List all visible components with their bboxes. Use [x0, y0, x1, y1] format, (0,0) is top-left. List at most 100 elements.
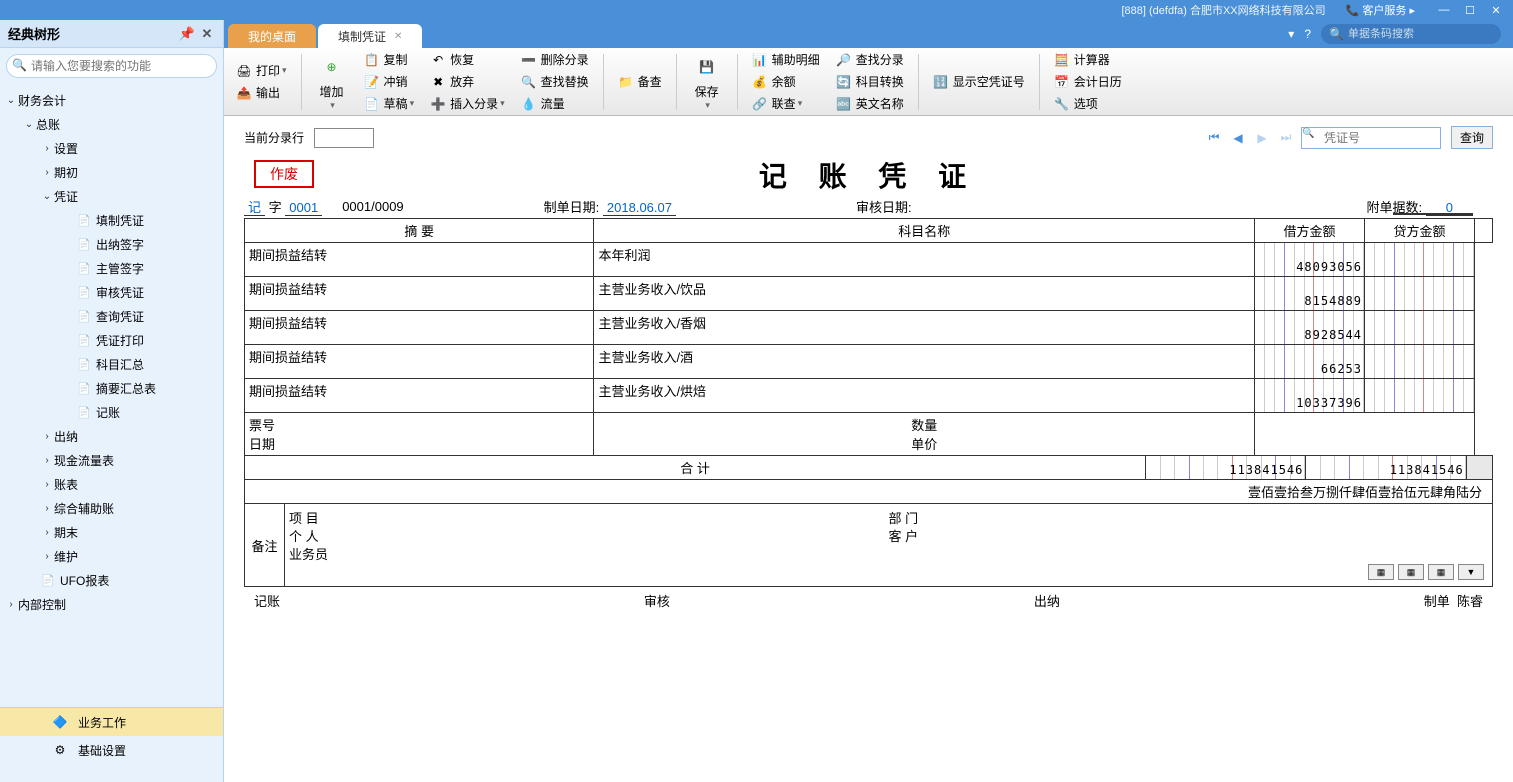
balance-button[interactable]: 💰余额	[746, 72, 826, 92]
voucher-row[interactable]: 期间损益结转主营业务收入/烘焙10337396	[245, 379, 1493, 413]
sidebar-tab-more[interactable]	[0, 764, 223, 782]
scrollbar[interactable]	[1475, 219, 1493, 243]
tree-toggle-icon[interactable]: ⌄	[4, 95, 18, 106]
tree-toggle-icon[interactable]: ›	[40, 479, 54, 490]
insert-entry-button[interactable]: ➕插入分录	[424, 94, 511, 114]
tab-close-icon[interactable]: ✕	[394, 31, 402, 42]
tree-toggle-icon[interactable]: ›	[40, 143, 54, 154]
debit-cell[interactable]: 48093056	[1255, 243, 1365, 277]
tree-node[interactable]: 查询凭证	[0, 304, 223, 328]
tab-voucher[interactable]: 填制凭证 ✕	[318, 24, 422, 48]
save-button[interactable]: 💾 保存	[685, 52, 729, 112]
tree-toggle-icon[interactable]: ›	[40, 167, 54, 178]
tree-node[interactable]: 主管签字	[0, 256, 223, 280]
help-icon[interactable]: ?	[1304, 27, 1311, 41]
credit-cell[interactable]	[1365, 379, 1475, 413]
credit-cell[interactable]	[1365, 277, 1475, 311]
credit-cell[interactable]	[1365, 345, 1475, 379]
footer-btn-1[interactable]: ▦	[1368, 564, 1394, 580]
tree-node[interactable]: 记账	[0, 400, 223, 424]
pin-icon[interactable]: 📌	[179, 26, 195, 42]
delete-entry-button[interactable]: ➖删除分录	[515, 50, 595, 70]
tree-toggle-icon[interactable]: ›	[40, 551, 54, 562]
add-button[interactable]: ⊕ 增加	[310, 52, 354, 112]
tree-node[interactable]: ›内部控制	[0, 592, 223, 616]
sidebar-search-input[interactable]	[6, 54, 217, 78]
backup-button[interactable]: 📁备查	[612, 52, 668, 112]
voucher-row[interactable]: 期间损益结转主营业务收入/酒66253	[245, 345, 1493, 379]
last-icon[interactable]: ⏭	[1277, 129, 1295, 147]
restore-button[interactable]: ↶恢复	[424, 50, 511, 70]
tree-node[interactable]: ›综合辅助账	[0, 496, 223, 520]
tree-node[interactable]: ›设置	[0, 136, 223, 160]
sidebar-tab-business[interactable]: 🔷 业务工作	[0, 708, 223, 736]
assist-detail-button[interactable]: 📊辅助明细	[746, 50, 826, 70]
tree-node[interactable]: 凭证打印	[0, 328, 223, 352]
voucher-row[interactable]: 期间损益结转主营业务收入/饮品8154889	[245, 277, 1493, 311]
find-entry-button[interactable]: 🔎查找分录	[830, 50, 910, 70]
debit-cell[interactable]: 8154889	[1255, 277, 1365, 311]
debit-cell[interactable]: 8928544	[1255, 311, 1365, 345]
voucher-row[interactable]: 期间损益结转主营业务收入/香烟8928544	[245, 311, 1493, 345]
debit-cell[interactable]: 66253	[1255, 345, 1365, 379]
query-button[interactable]: 查询	[1451, 126, 1493, 149]
sidebar-tab-basic[interactable]: ⚙ 基础设置	[0, 736, 223, 764]
account-cell[interactable]: 主营业务收入/香烟	[594, 311, 1255, 345]
first-icon[interactable]: ⏮	[1205, 129, 1223, 147]
prev-icon[interactable]: ◀	[1229, 129, 1247, 147]
calculator-button[interactable]: 🧮计算器	[1048, 50, 1128, 70]
tree-node[interactable]: ⌄财务会计	[0, 88, 223, 112]
maximize-icon[interactable]: ☐	[1461, 3, 1479, 17]
sidebar-close-icon[interactable]: ✕	[199, 26, 215, 42]
tree-toggle-icon[interactable]: ⌄	[22, 119, 36, 130]
tree-toggle-icon[interactable]: ⌄	[40, 191, 54, 202]
footer-btn-3[interactable]: ▦	[1428, 564, 1454, 580]
calendar-button[interactable]: 📅会计日历	[1048, 72, 1128, 92]
tree-node[interactable]: ⌄凭证	[0, 184, 223, 208]
tree-node[interactable]: 科目汇总	[0, 352, 223, 376]
draft-button[interactable]: 📄草稿	[358, 94, 421, 114]
tab-list-icon[interactable]: ▾	[1288, 27, 1294, 41]
tree-node[interactable]: ⌄总账	[0, 112, 223, 136]
debit-cell[interactable]: 10337396	[1255, 379, 1365, 413]
account-cell[interactable]: 主营业务收入/酒	[594, 345, 1255, 379]
minimize-icon[interactable]: —	[1435, 3, 1453, 17]
service-link[interactable]: 📞 客户服务 ▸	[1346, 2, 1415, 18]
barcode-search[interactable]: 🔍	[1321, 24, 1501, 44]
summary-cell[interactable]: 期间损益结转	[245, 345, 594, 379]
tab-desktop[interactable]: 我的桌面	[228, 24, 316, 48]
credit-cell[interactable]	[1365, 311, 1475, 345]
account-convert-button[interactable]: 🔄科目转换	[830, 72, 910, 92]
summary-cell[interactable]: 期间损益结转	[245, 311, 594, 345]
tree-node[interactable]: ›现金流量表	[0, 448, 223, 472]
summary-cell[interactable]: 期间损益结转	[245, 379, 594, 413]
footer-btn-2[interactable]: ▦	[1398, 564, 1424, 580]
tree-toggle-icon[interactable]: ›	[40, 431, 54, 442]
summary-cell[interactable]: 期间损益结转	[245, 277, 594, 311]
account-cell[interactable]: 本年利润	[594, 243, 1255, 277]
credit-cell[interactable]	[1365, 243, 1475, 277]
flow-button[interactable]: 💧流量	[515, 94, 595, 114]
tree-node[interactable]: ›期初	[0, 160, 223, 184]
tree-node[interactable]: 摘要汇总表	[0, 376, 223, 400]
account-cell[interactable]: 主营业务收入/烘焙	[594, 379, 1255, 413]
find-replace-button[interactable]: 🔍查找替换	[515, 72, 595, 92]
copy-button[interactable]: 📋复制	[358, 50, 421, 70]
tree-toggle-icon[interactable]: ›	[4, 599, 18, 610]
print-button[interactable]: 🖨打印	[230, 61, 293, 81]
tree-node[interactable]: 审核凭证	[0, 280, 223, 304]
joint-query-button[interactable]: 🔗联查	[746, 94, 826, 114]
summary-cell[interactable]: 期间损益结转	[245, 243, 594, 277]
tree-node[interactable]: ›出纳	[0, 424, 223, 448]
current-entry-input[interactable]	[314, 128, 374, 148]
options-button[interactable]: 🔧选项	[1048, 94, 1128, 114]
tree-node[interactable]: 填制凭证	[0, 208, 223, 232]
voucher-no-search[interactable]	[1301, 127, 1441, 149]
english-name-button[interactable]: 🔤英文名称	[830, 94, 910, 114]
next-icon[interactable]: ▶	[1253, 129, 1271, 147]
abandon-button[interactable]: ✖放弃	[424, 72, 511, 92]
tree-node[interactable]: 出纳签字	[0, 232, 223, 256]
tree-toggle-icon[interactable]: ›	[40, 503, 54, 514]
show-empty-button[interactable]: 🔢显示空凭证号	[927, 52, 1031, 112]
close-icon[interactable]: ✕	[1487, 3, 1505, 17]
